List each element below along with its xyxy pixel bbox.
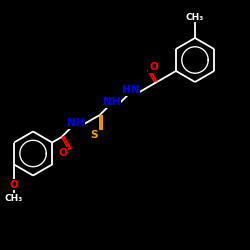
Text: O: O [59,148,68,158]
Text: S: S [90,130,98,140]
Text: CH₃: CH₃ [5,194,23,203]
Text: NH: NH [103,97,120,107]
Text: NH: NH [67,118,84,128]
Text: HN: HN [122,85,140,95]
Text: O: O [10,180,18,190]
Text: CH₃: CH₃ [186,12,204,22]
Text: O: O [149,62,158,72]
